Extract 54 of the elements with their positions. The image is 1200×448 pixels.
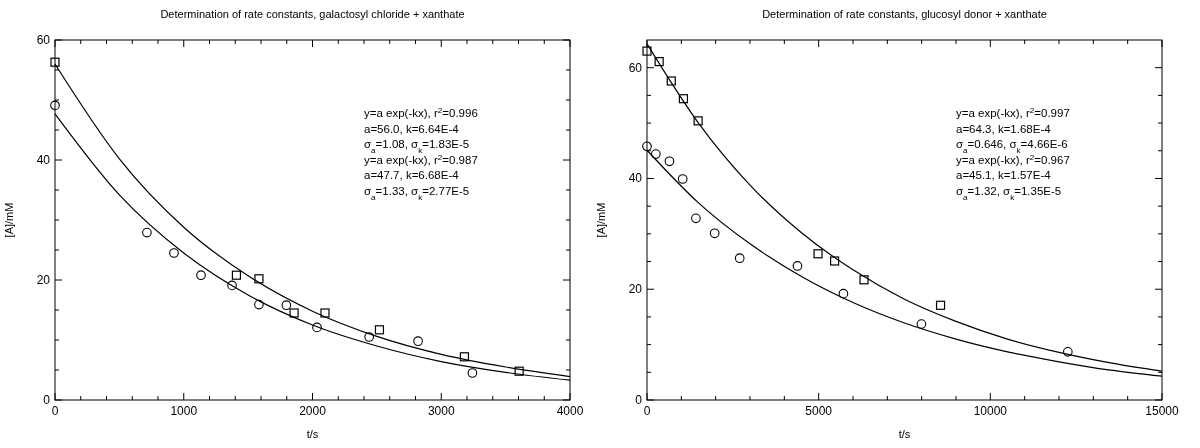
y-tick-label: 40: [36, 153, 51, 167]
point: [281, 300, 292, 311]
x-axis-title: t/s: [898, 428, 911, 440]
x-tick-label: 3000: [427, 404, 455, 418]
annotation: y=a exp(-kx), r$^{2}$=0.987: [364, 152, 478, 166]
y-tick-label: 60: [628, 60, 643, 75]
annotation: y=a exp(-kx), r$^{2}$=0.997: [956, 105, 1070, 120]
annotation: σ$_{a}$=1.32, σ$_{k}$=1.35E-5: [956, 184, 1062, 202]
point: [792, 261, 803, 271]
point: [142, 227, 152, 238]
y-tick-label: 60: [36, 33, 51, 47]
point: [374, 325, 385, 335]
x-tick-label: 5000: [805, 404, 833, 418]
y-tick-label: 20: [36, 273, 51, 287]
point: [413, 336, 423, 347]
x-tick-label: 2000: [299, 404, 327, 418]
annotation: a=56.0, k=6.64E-4: [364, 122, 460, 135]
point: [734, 253, 745, 264]
x-tick-label: 1000: [170, 404, 198, 418]
annotation: σ$_{a}$=1.08, σ$_{k}$=1.83E-5: [364, 138, 470, 155]
point: [467, 368, 478, 378]
annotation: σ$_{a}$=0.646, σ$_{k}$=4.66E-6: [956, 138, 1068, 155]
y-axis-title: [A]/mM: [3, 202, 15, 238]
annotation: y=a exp(-kx), r$^{2}$=0.967: [956, 152, 1070, 166]
point: [935, 300, 946, 310]
x-axis-title: t/s: [306, 428, 319, 440]
chart-title: Determination of rate constants, glucosyl donor + xanthate: [762, 8, 1047, 20]
annotation: a=47.7, k=6.68E-4: [364, 169, 460, 182]
annotation: a=64.3, k=1.68E-4: [956, 122, 1052, 135]
annotation: a=45.1, k=1.57E-4: [956, 169, 1052, 182]
point: [838, 288, 849, 299]
y-tick-label: 0: [43, 393, 51, 407]
x-tick-label: 10000: [973, 404, 1008, 418]
annotation: y=a exp(-kx), r$^{2}$=0.996: [364, 105, 478, 120]
point: [691, 213, 701, 224]
point: [254, 274, 264, 284]
point: [709, 228, 720, 239]
y-tick-label: 0: [635, 393, 643, 407]
y-tick-label: 40: [628, 171, 643, 186]
point: [664, 156, 675, 167]
annotation: σ$_{a}$=1.33, σ$_{k}$=2.77E-5: [364, 184, 470, 202]
point: [813, 249, 823, 259]
point: [289, 308, 299, 318]
x-tick-label: 15000: [1145, 404, 1180, 418]
point: [196, 270, 206, 281]
point: [231, 270, 242, 280]
x-tick-label: 4000: [556, 404, 584, 418]
y-tick-label: 20: [628, 282, 643, 297]
chart-title: Determination of rate constants, galactosyl chloride + xanthate: [160, 8, 465, 20]
point: [320, 308, 330, 318]
point: [916, 319, 927, 329]
y-axis-title: [A]/mM: [595, 202, 607, 238]
point: [169, 248, 179, 258]
point: [677, 174, 688, 184]
